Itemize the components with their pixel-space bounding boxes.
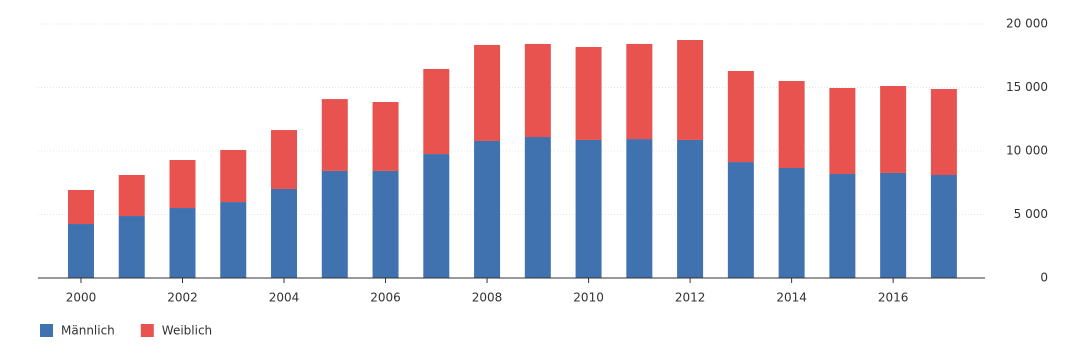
- x-tick-label: 2010: [573, 291, 604, 305]
- bar-segment: [474, 140, 501, 278]
- bar-segment: [271, 130, 298, 189]
- bar-segment: [372, 101, 399, 171]
- bar-segment: [169, 208, 196, 278]
- bar-segment: [118, 216, 145, 278]
- bar-segment: [372, 170, 399, 278]
- x-tick-label: 2016: [878, 291, 909, 305]
- bar-segment: [677, 40, 704, 140]
- bar-segment: [829, 88, 856, 174]
- bar-segment: [727, 162, 754, 278]
- bar-segment: [778, 168, 805, 278]
- bar-segment: [118, 175, 145, 217]
- bar-segment: [67, 224, 94, 278]
- bar-segment: [423, 154, 450, 278]
- bar-segment: [524, 43, 551, 138]
- bar-segment: [778, 81, 805, 169]
- bar-segment: [524, 137, 551, 278]
- bar-segment: [626, 139, 653, 278]
- bar-segment: [930, 89, 957, 176]
- bar-segment: [575, 139, 602, 278]
- bar-segment: [829, 173, 856, 278]
- y-tick-label: 5 000: [1014, 207, 1048, 221]
- x-tick-label: 2000: [66, 291, 97, 305]
- y-tick-label: 0: [1040, 271, 1048, 285]
- bar-segment: [626, 43, 653, 140]
- bar-segment: [169, 160, 196, 209]
- y-tick-label: 20 000: [1006, 17, 1048, 31]
- bar-segment: [930, 175, 957, 278]
- x-tick-label: 2004: [269, 291, 300, 305]
- x-tick-label: 2012: [675, 291, 706, 305]
- legend-label: Männlich: [61, 324, 115, 338]
- bar-segment: [677, 139, 704, 278]
- legend-swatch: [40, 324, 53, 337]
- bar-segment: [321, 170, 348, 278]
- bar-segment: [474, 44, 501, 141]
- bar-segment: [220, 202, 247, 278]
- x-tick-label: 2006: [370, 291, 401, 305]
- legend-swatch: [140, 324, 154, 337]
- bar-segment: [271, 188, 298, 278]
- x-tick-label: 2008: [472, 291, 503, 305]
- bar-segment: [880, 172, 907, 278]
- x-tick-label: 2002: [167, 291, 198, 305]
- bar-segment: [67, 189, 94, 225]
- legend-label: Weiblich: [162, 324, 212, 338]
- bar-segment: [220, 149, 247, 203]
- bar-segment: [321, 99, 348, 171]
- x-tick-label: 2014: [776, 291, 807, 305]
- bar-segment: [727, 70, 754, 163]
- y-tick-label: 10 000: [1006, 144, 1048, 158]
- y-tick-label: 15 000: [1006, 80, 1048, 94]
- bar-segment: [575, 46, 602, 140]
- bar-segment: [423, 68, 450, 155]
- bar-segment: [880, 85, 907, 173]
